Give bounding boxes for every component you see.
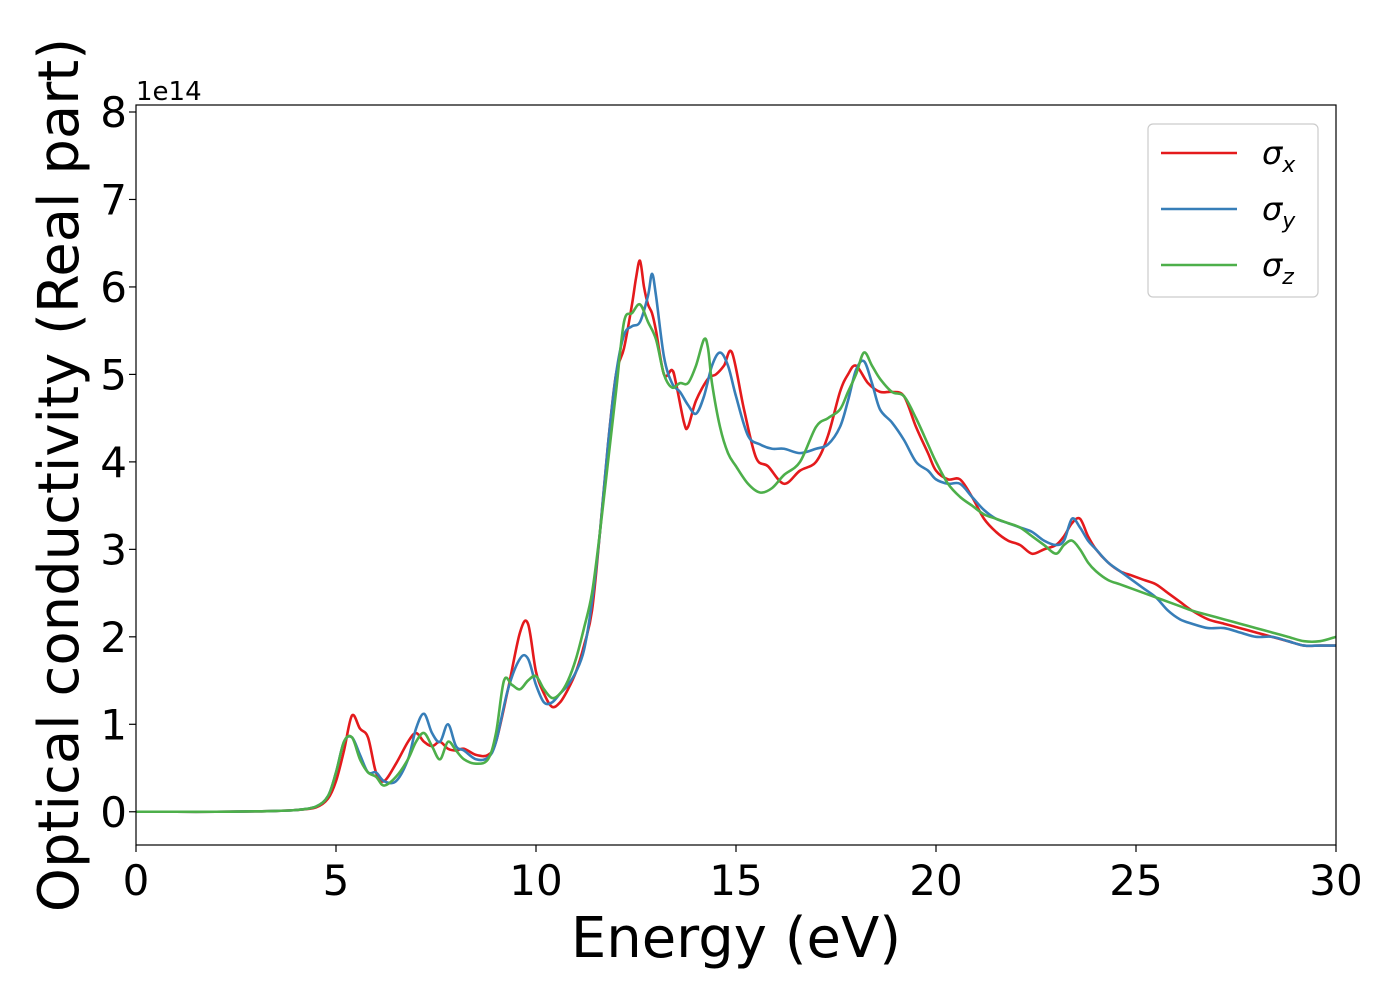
series-line-x [136,259,1336,814]
legend-label-y: σy [1262,190,1296,234]
y-axis-ticks: 0 1 2 3 4 5 6 7 8 [100,88,136,837]
legend-frame [1147,123,1319,298]
y-tick-label: 1 [100,700,127,749]
y-tick-label: 6 [100,263,127,312]
series-line-z [136,302,1336,814]
x-axis-ticks: 0 5 10 15 20 25 30 [123,845,1363,905]
x-axis-label: Energy (eV) [571,906,901,971]
y-tick-label: 4 [100,438,127,487]
x-tick-label: 20 [909,856,962,905]
x-tick-label: 10 [509,856,562,905]
series-layer [136,259,1336,814]
legend-label-z: σz [1262,246,1294,290]
x-tick-label: 0 [123,856,150,905]
y-tick-label: 2 [100,613,127,662]
y-tick-label: 7 [100,175,127,224]
x-tick-label: 5 [323,856,350,905]
x-tick-label: 15 [709,856,762,905]
x-tick-label: 30 [1309,856,1362,905]
y-tick-label: 5 [100,350,127,399]
y-tick-label: 3 [100,525,127,574]
y-tick-label: 0 [100,788,127,837]
x-tick-label: 25 [1109,856,1162,905]
y-tick-label: 8 [100,88,127,137]
legend: σx σy σz [1147,123,1319,298]
plot-area [136,105,1336,845]
y-offset-label: 1e14 [136,77,202,107]
y-axis-label: Optical conductivity (Real part) [27,38,92,912]
legend-label-x: σx [1262,134,1296,178]
